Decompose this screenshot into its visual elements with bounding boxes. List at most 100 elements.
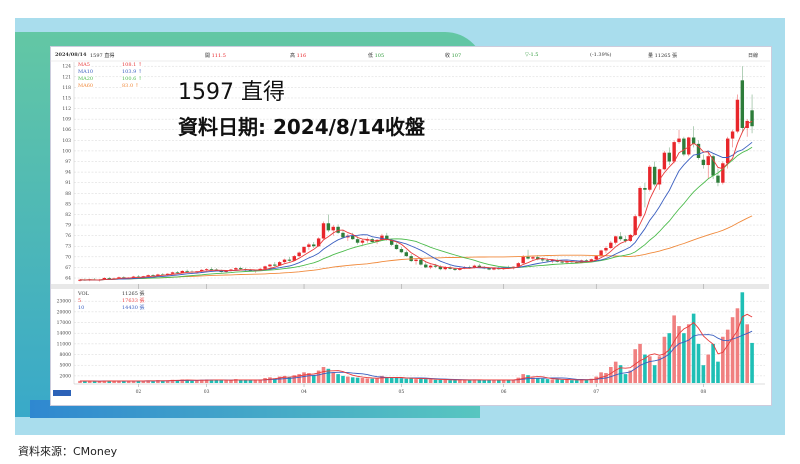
volume-bar [195, 380, 199, 383]
price-tick-label: 64 [65, 276, 71, 282]
header-low: 低 105 [368, 52, 384, 59]
volume-bar [258, 379, 262, 383]
candle-body [414, 259, 418, 262]
volume-bar [219, 380, 224, 383]
volume-bar [745, 324, 749, 383]
volume-bar [574, 380, 579, 383]
candle-body [721, 163, 725, 183]
volume-bar [458, 379, 462, 383]
close-value: 107 [451, 53, 462, 59]
volume-bar [516, 377, 521, 383]
candle-body [487, 268, 491, 270]
volume-bar [477, 379, 482, 383]
volume-bar [385, 377, 389, 383]
ma-value: 83.0 ↑ [122, 83, 139, 89]
volume-bar [112, 381, 116, 383]
volume-bar [550, 379, 555, 383]
price-tick-label: 82 [65, 212, 71, 218]
volume-bar [365, 378, 370, 383]
price-tick-label: 112 [62, 106, 71, 112]
volume-bar [224, 380, 228, 383]
volume-tick-label: 11000 [57, 341, 71, 347]
volume-bar [414, 379, 418, 383]
candle-body [740, 80, 745, 128]
candle-body [633, 216, 637, 235]
price-tick-label: 109 [62, 117, 71, 123]
candle-body [351, 235, 355, 240]
candle-body [638, 187, 642, 217]
volume-bar [141, 381, 146, 383]
ma-value: 108.1 ↑ [122, 62, 143, 68]
volume-bar [691, 313, 696, 383]
candle-body [623, 239, 628, 241]
candle-body [389, 239, 394, 245]
candle-body [146, 275, 150, 277]
candle-body [716, 175, 720, 183]
volume-bar [423, 379, 428, 383]
price-tick-label: 67 [65, 265, 71, 271]
volume-bar [131, 380, 136, 383]
volume-bar [721, 336, 725, 383]
volume-bar [725, 329, 730, 383]
volume-bar [78, 380, 82, 383]
candle-body [394, 244, 399, 250]
candle-body [151, 275, 155, 276]
volume-bar [682, 333, 686, 383]
candle-body [540, 259, 545, 261]
volume-bar [214, 380, 219, 383]
vol-value: 14430 張 [122, 305, 145, 311]
volume-bar [185, 380, 189, 383]
candle-body [726, 138, 730, 164]
ma-value: 103.9 ↑ [122, 69, 143, 75]
volume-bar [122, 381, 126, 383]
toolbar-button[interactable] [53, 390, 71, 396]
volume-bar [701, 365, 706, 383]
candle-body [209, 269, 214, 270]
candle-body [185, 270, 189, 272]
high-value: 116 [296, 53, 307, 59]
ma10-line [79, 141, 753, 281]
volume-bar [453, 380, 457, 383]
candle-body [385, 235, 389, 240]
volume-bar [565, 379, 569, 383]
header-high: 高 116 [290, 52, 306, 59]
candle-body [131, 276, 136, 278]
candle-body [307, 244, 311, 247]
header-close: 收 107 [445, 52, 461, 59]
candle-body [424, 264, 428, 268]
volume-bar [497, 380, 501, 383]
price-tick-label: 79 [65, 223, 71, 229]
price-tick-label: 100 [62, 148, 71, 154]
period-selector[interactable]: 日線 [748, 53, 759, 59]
volume-bar [696, 343, 701, 383]
header-change-pct: (-1.39%) [590, 52, 612, 58]
volume-bar [389, 377, 394, 383]
price-tick-label: 106 [62, 127, 71, 133]
volume-bar [652, 365, 657, 383]
candle-body [326, 223, 331, 231]
volume-bar [448, 380, 452, 383]
candle-body [536, 257, 540, 260]
candle-body [750, 110, 754, 127]
volume-bar [102, 380, 107, 383]
month-label: 07 [593, 389, 599, 395]
volume-bar [706, 354, 711, 383]
candle-body [594, 256, 598, 260]
candle-body [618, 236, 623, 240]
candle-body [643, 187, 647, 190]
candle-body [404, 252, 408, 257]
close-label: 收 [445, 53, 451, 59]
volume-bar [160, 380, 165, 383]
volume-tick-label: 5000 [60, 363, 72, 369]
volume-bar [623, 374, 628, 383]
candle-body [239, 268, 243, 270]
price-tick-label: 115 [62, 95, 71, 101]
candle-body [224, 270, 228, 272]
candle-body [448, 267, 452, 269]
candle-body [677, 138, 681, 143]
volume-bar [336, 374, 340, 383]
volume-bar [126, 381, 131, 383]
volume-bar [190, 380, 194, 383]
volume-bar [277, 376, 282, 383]
